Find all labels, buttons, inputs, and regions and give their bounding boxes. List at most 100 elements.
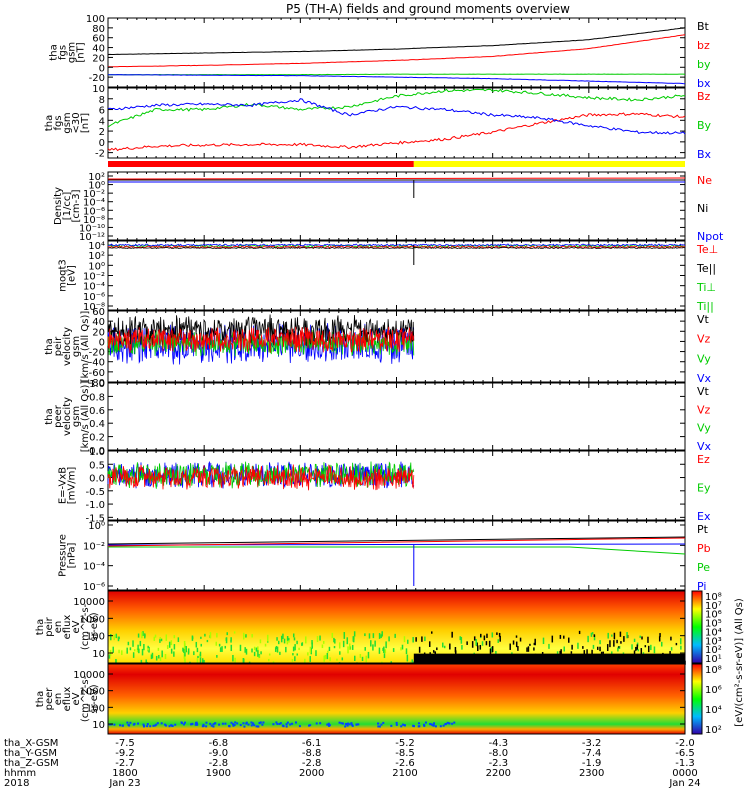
temperature-ylabel: moqt3[eV] (58, 259, 78, 292)
fgs-ytick-label: 80 (92, 24, 105, 35)
fgs-ytick-label: 60 (92, 34, 105, 45)
xaxis-value: -2.6 (395, 758, 415, 769)
xaxis-value: -2.7 (115, 758, 135, 769)
xaxis-row-label: hhmm (4, 768, 36, 779)
peir_spec-pixel (183, 648, 185, 653)
peir_spec-pixel (304, 658, 306, 664)
peir_spec-pixel (613, 632, 616, 640)
peir_spec-pixel (586, 649, 588, 656)
peir_spec-pixel (570, 651, 573, 654)
xaxis-value: -6.5 (675, 748, 695, 759)
peir_spec-pixel (618, 645, 621, 649)
peir_spec-pixel (282, 633, 284, 640)
peir_spec-pixel (145, 659, 147, 665)
peer_spec-pixel (395, 723, 398, 726)
peer_spec-pixel (424, 721, 427, 724)
xaxis-value: -9.2 (115, 748, 135, 759)
peir_spec-pixel (292, 633, 295, 638)
peir_spec-pixel (442, 642, 444, 648)
peir_spec-pixel (631, 644, 633, 650)
fgs-ytick-label: -20 (89, 73, 105, 84)
peir_spec-pixel (403, 636, 406, 643)
peir_spec-pixel (121, 650, 123, 656)
peir_spec-pixel (305, 636, 307, 644)
peer_velocity-legend-2: Vy (697, 422, 711, 435)
peir_spec-pixel (515, 641, 518, 648)
peir_spec-pixel (680, 645, 682, 650)
peir_spec-pixel (230, 644, 233, 652)
xaxis-value: 1800 (112, 768, 137, 779)
peir_spec-pixel (644, 645, 647, 648)
peir_spec-pixel (245, 634, 247, 637)
peir_spec-pixel (512, 640, 515, 645)
peer_velocity-ylabel-line: [km/s (All Qs)] (80, 381, 91, 453)
peir_velocity-ylabel-line: velocity (62, 327, 73, 366)
peir_velocity-ytick-label: 20 (92, 327, 105, 338)
pressure-ytick-label: 10⁰ (88, 521, 105, 532)
peir_spec-pixel (316, 635, 319, 642)
peir_spec-pixel (126, 647, 128, 654)
xaxis-value: -6.8 (209, 738, 229, 749)
peer_spec-pixel (278, 722, 281, 725)
peer_spec-pixel (247, 723, 250, 726)
peir_spec-pixel (533, 642, 536, 646)
peir_spec-pixel (334, 638, 336, 644)
peer_spec-pixel (319, 722, 322, 725)
peir_spec-pixel (255, 647, 258, 652)
peir_spec-pixel (294, 656, 296, 662)
peir_velocity-ytick-label: 40 (92, 317, 105, 328)
peir_spec-pixel (641, 636, 643, 640)
peir_spec-pixel (599, 640, 601, 645)
peir_velocity-legend-0: Vt (697, 313, 710, 326)
peir_spec-pixel (274, 647, 277, 652)
peer_spec-pixel (127, 723, 130, 726)
peir_spec-pixel (322, 640, 325, 644)
peir_spec-pixel (296, 640, 298, 645)
peir_spec-pixel (607, 632, 609, 639)
density-ytick-label: 10⁻⁶ (83, 206, 105, 217)
peir_spec-pixel (307, 652, 309, 656)
temperature-ytick-label: 10⁻⁴ (83, 282, 105, 293)
peir_spec-pixel (184, 647, 186, 653)
mode-bar-fast (413, 161, 685, 167)
peir_spec-pixel (406, 654, 409, 662)
peir_spec-pixel (112, 646, 114, 653)
peir_spec-ylabel-line: peir (44, 616, 55, 636)
density-series-Ne (107, 177, 686, 180)
peir_spec-pixel (268, 658, 270, 662)
fgs_dsl-legend-1: By (697, 119, 712, 132)
xaxis-value: -7.5 (115, 738, 135, 749)
peir_spec-pixel (187, 648, 190, 653)
peer_spec-pixel (218, 723, 221, 726)
peir_spec-pixel (590, 632, 593, 637)
peir_spec-pixel (155, 655, 158, 661)
peer_spec-pixel (232, 724, 235, 727)
peir_spec-ytick-label: 10 (92, 649, 105, 660)
peir_spec-pixel (139, 640, 142, 647)
peir_spec-pixel (196, 658, 199, 665)
peir_spec-pixel (151, 652, 154, 659)
peir_spec-pixel (286, 636, 289, 641)
xaxis-row-label: tha_Z-GSM (4, 758, 59, 769)
peer_spec-pixel (430, 723, 433, 726)
peer_velocity-legend-3: Vx (697, 440, 712, 453)
temperature-series-Npot (107, 243, 686, 247)
peer_spec-pixel (453, 721, 456, 724)
peir_spec-pixel (443, 645, 446, 649)
peer_spec-pixel (382, 721, 385, 724)
peer_spec-pixel (212, 723, 215, 726)
peer_spec-pixel (210, 724, 213, 727)
fgs-series-bz (108, 34, 686, 68)
peer_spec-pixel (160, 722, 163, 725)
peer_spec-pixel (214, 722, 217, 725)
temperature-ylabel-line: [eV] (67, 265, 78, 286)
peir_spec-pixel (144, 633, 146, 639)
peir_spec-pixel (141, 648, 144, 656)
peir_spec-pixel (591, 632, 594, 635)
fgs-legend-2: by (697, 58, 711, 71)
peir_spec-pixel (602, 651, 605, 654)
fgs-ylabel-line: [nT] (76, 42, 87, 62)
peir_spec-cb-label: 10³ (705, 636, 722, 647)
fgs-legend-3: bx (697, 77, 711, 90)
